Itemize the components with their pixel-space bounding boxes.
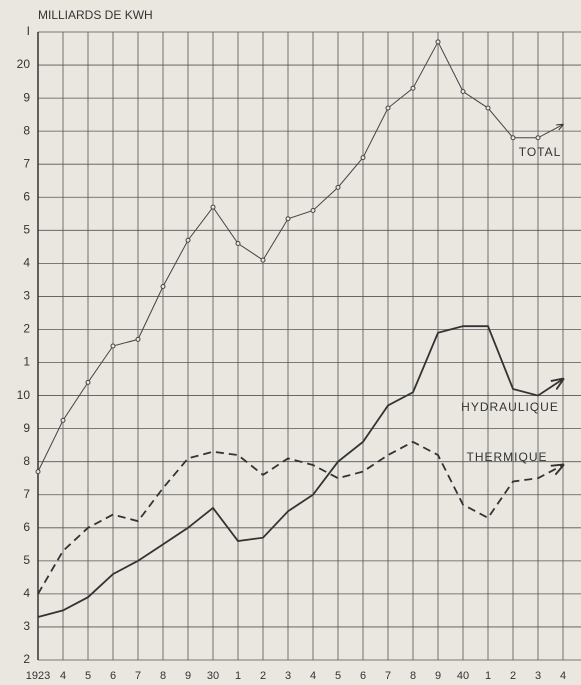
y-tick-label: 1 xyxy=(23,355,30,369)
y-tick-label: I xyxy=(27,24,30,38)
point xyxy=(535,135,541,141)
point xyxy=(510,135,516,141)
x-tick-label: 2 xyxy=(260,670,266,682)
y-axis-title: MILLIARDS DE KWH xyxy=(38,8,153,22)
y-tick-label: 8 xyxy=(23,123,30,137)
x-tick-label: 2 xyxy=(510,670,516,682)
point xyxy=(285,216,291,222)
point xyxy=(260,257,266,263)
x-tick-label: 7 xyxy=(385,670,391,682)
series-line xyxy=(37,40,563,472)
point xyxy=(460,88,466,94)
x-tick-label: 4 xyxy=(310,670,316,682)
point xyxy=(385,105,391,111)
point xyxy=(85,379,91,385)
x-tick-label: 7 xyxy=(135,670,141,682)
y-tick-label: 5 xyxy=(23,222,30,236)
point xyxy=(210,204,216,210)
x-tick-label: 1923 xyxy=(26,670,50,682)
series-line xyxy=(37,440,563,595)
x-tick-label: 30 xyxy=(207,670,219,682)
x-tick-label: 40 xyxy=(457,670,469,682)
x-tick-label: 5 xyxy=(335,670,341,682)
point xyxy=(310,207,316,213)
point xyxy=(35,469,41,475)
point xyxy=(410,85,416,91)
y-tick-label: 10 xyxy=(17,388,31,402)
point xyxy=(485,105,491,111)
y-tick-label: 6 xyxy=(23,189,30,203)
x-tick-label: 5 xyxy=(85,670,91,682)
y-tick-label: 4 xyxy=(23,256,30,270)
y-tick-label: 5 xyxy=(23,553,30,567)
point xyxy=(60,417,66,423)
y-tick-label: 2 xyxy=(23,322,30,336)
x-tick-label: 9 xyxy=(185,670,191,682)
y-tick-label: 20 xyxy=(17,57,31,71)
x-tick-label: 1 xyxy=(485,670,491,682)
point xyxy=(135,336,141,342)
y-tick-label: 3 xyxy=(23,289,30,303)
series-label: THERMIQUE xyxy=(467,450,548,464)
point xyxy=(335,184,341,190)
y-tick-label: 6 xyxy=(23,520,30,534)
point xyxy=(185,237,191,243)
y-tick-label: 4 xyxy=(23,586,30,600)
x-tick-label: 3 xyxy=(285,670,291,682)
series-label: TOTAL xyxy=(519,145,562,159)
y-tick-label: 9 xyxy=(23,90,30,104)
point xyxy=(435,39,441,45)
y-tick-label: 7 xyxy=(23,487,30,501)
y-tick-label: 3 xyxy=(23,619,30,633)
point xyxy=(235,241,241,247)
x-tick-label: 6 xyxy=(360,670,366,682)
x-tick-label: 6 xyxy=(110,670,116,682)
point xyxy=(110,343,116,349)
y-tick-label: 2 xyxy=(23,652,30,666)
x-tick-label: 8 xyxy=(410,670,416,682)
x-tick-label: 4 xyxy=(560,670,566,682)
x-tick-label: 9 xyxy=(435,670,441,682)
y-tick-label: 9 xyxy=(23,421,30,435)
series-label: HYDRAULIQUE xyxy=(461,400,559,414)
point xyxy=(360,155,366,161)
x-tick-label: 8 xyxy=(160,670,166,682)
x-tick-label: 1 xyxy=(235,670,241,682)
x-tick-label: 4 xyxy=(60,670,66,682)
point xyxy=(160,284,166,290)
x-tick-label: 3 xyxy=(535,670,541,682)
y-tick-label: 7 xyxy=(23,156,30,170)
series-line xyxy=(37,325,563,618)
y-tick-label: 8 xyxy=(23,454,30,468)
